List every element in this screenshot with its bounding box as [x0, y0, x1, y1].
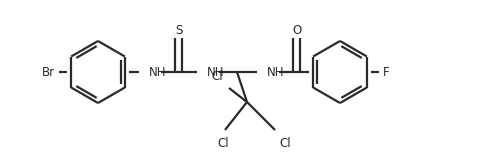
- Text: Cl: Cl: [211, 70, 223, 83]
- Text: Cl: Cl: [217, 137, 228, 150]
- Text: S: S: [175, 24, 182, 36]
- Text: NH: NH: [206, 66, 224, 78]
- Text: NH: NH: [149, 66, 166, 78]
- Text: Br: Br: [42, 66, 55, 78]
- Text: Cl: Cl: [278, 137, 290, 150]
- Text: F: F: [382, 66, 389, 78]
- Text: NH: NH: [266, 66, 284, 78]
- Text: O: O: [292, 24, 301, 36]
